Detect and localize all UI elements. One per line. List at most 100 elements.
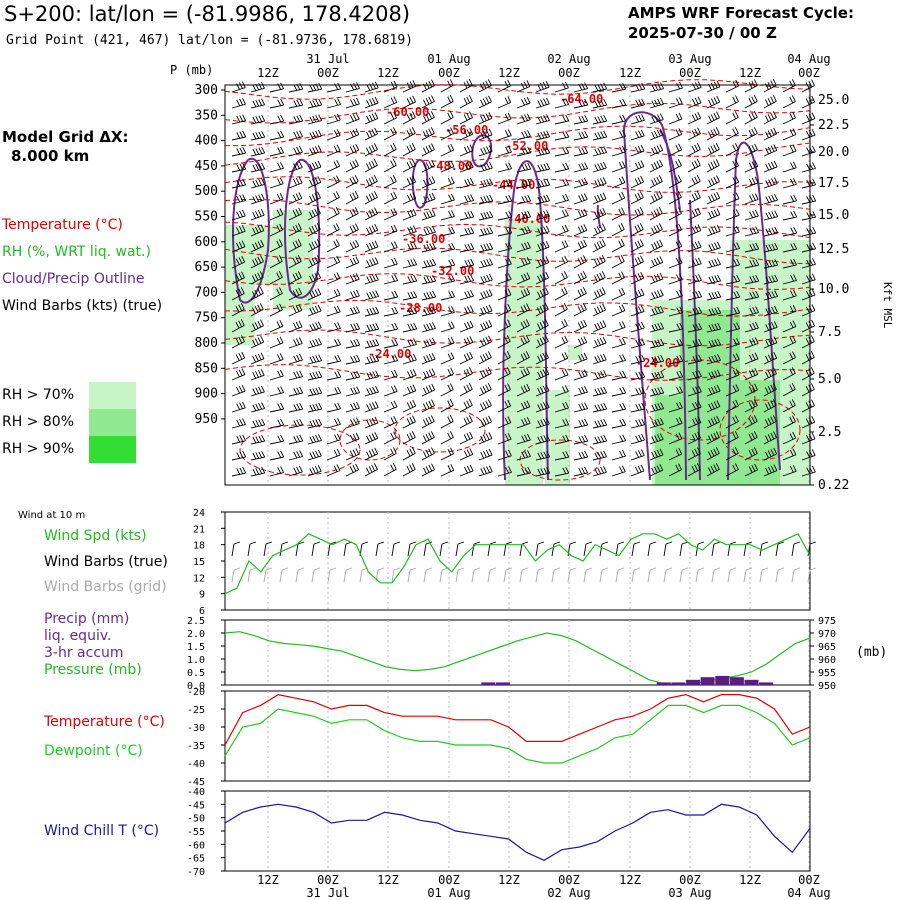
precip-bar: [481, 682, 496, 685]
wind-barbs: [231, 79, 817, 477]
wind-barb: [630, 98, 646, 109]
y-tick-label: 24: [193, 508, 205, 519]
wind-barb: [307, 129, 322, 141]
wind-barb: [497, 79, 512, 93]
wind-barb: [668, 322, 684, 333]
wind-barb: [459, 320, 474, 333]
wind-barb: [611, 370, 627, 381]
wind-barb: [554, 385, 569, 397]
wind-barb: [326, 464, 341, 477]
dewpoint-line: [224, 704, 811, 764]
wind-barb: [611, 418, 627, 429]
wind-barb: [535, 114, 550, 125]
wind-barb: [250, 335, 265, 349]
wind-barb: [535, 271, 550, 285]
wind-barb: [668, 223, 683, 237]
wind-barb: [592, 402, 608, 413]
wind-barb: [725, 290, 741, 301]
wind-barb: [288, 386, 304, 397]
wind-barb: [554, 193, 569, 205]
wind-barb: [440, 111, 454, 125]
wind-barb: [687, 111, 702, 125]
wind-barb: [402, 127, 416, 141]
wind-barb: [345, 306, 360, 317]
wind-barb: [535, 178, 551, 189]
height-tick-label: 10.0: [818, 282, 849, 297]
wind-barb: [288, 320, 303, 333]
y-tick-label: 18: [193, 541, 205, 552]
wind-barb: [364, 207, 378, 221]
wind-barb: [706, 290, 722, 301]
wind-barb: [269, 466, 285, 477]
wind-barb: [763, 274, 779, 285]
wind-barb: [763, 290, 779, 301]
wind-barb: [630, 160, 645, 173]
wind-barb: [459, 144, 474, 157]
wind-barb: [630, 370, 646, 381]
legend-wind-speed: Wind Spd (kts): [44, 528, 147, 544]
wind-barb: [307, 304, 322, 317]
legend-rh90-swatch: [89, 436, 136, 463]
wind-barb: [516, 210, 532, 221]
wind-barb: [782, 415, 796, 429]
wind-barb: [364, 290, 380, 301]
wind-barb: [440, 127, 454, 141]
wind-panel-frame: [224, 511, 811, 611]
wind-barb: [364, 127, 379, 141]
temperature-contour-label: -40.00: [507, 212, 550, 226]
wind-barb: [288, 353, 303, 365]
wind-barb: [307, 255, 321, 269]
wind-barb: [459, 161, 474, 173]
wind-barb: [383, 290, 399, 301]
wind-barb-true: [631, 541, 641, 557]
wind-barb: [630, 255, 644, 269]
wind-barb: [763, 144, 778, 157]
wind-barb: [782, 79, 796, 93]
wind-barb: [516, 226, 531, 237]
wind-barb: [307, 82, 323, 93]
wind-barb: [307, 465, 322, 477]
wind-barb: [345, 463, 360, 477]
wind-speed-line: [224, 533, 811, 595]
wind-barb: [307, 207, 321, 221]
wind-barb: [478, 319, 493, 333]
pressure-axis-title: P (mb): [170, 63, 213, 77]
wind-chill-panel: -40 -45 -50 -55 -60 -65 -70: [187, 787, 811, 878]
cloud-precip-outline: [411, 158, 429, 209]
temperature-contour: [394, 407, 486, 453]
wind-barb: [364, 81, 379, 93]
precip-bar: [729, 677, 744, 685]
wind-barb: [782, 161, 797, 173]
wind-barb: [269, 192, 284, 205]
y-tick-label: 1.5: [187, 642, 205, 653]
wind-barb: [269, 287, 283, 301]
wind-barb: [630, 114, 645, 125]
legend-rh: RH (%, WRT liq. wat.): [2, 244, 151, 260]
wind-barb: [801, 112, 816, 125]
wind-barb: [288, 207, 303, 221]
wind-barb-grid: [583, 567, 593, 583]
wind-barb: [744, 193, 759, 205]
time-tick-label-bottom: 12Z: [619, 873, 641, 887]
wind-barb: [573, 336, 588, 349]
wind-barb: [706, 322, 722, 333]
wind-barb: [326, 82, 342, 93]
wind-barb: [554, 178, 570, 189]
wind-barb: [288, 418, 304, 429]
wind-barb: [497, 96, 512, 109]
wind-barb: [592, 370, 607, 381]
wind-barb: [269, 114, 285, 125]
wind-barb: [611, 271, 625, 285]
wind-barb: [687, 96, 702, 109]
wind-barb: [668, 306, 684, 317]
wind-barb: [668, 273, 683, 285]
wind-barb: [440, 210, 455, 221]
pressure-tick-label: 450: [195, 159, 218, 174]
wind-barb: [383, 111, 398, 125]
wind-barb: [383, 385, 398, 397]
wind-barb-grid: [615, 567, 625, 583]
wind-barb: [421, 352, 436, 365]
wind-barb: [744, 399, 758, 413]
wind-barb: [554, 287, 568, 301]
wind-barb: [516, 287, 531, 301]
